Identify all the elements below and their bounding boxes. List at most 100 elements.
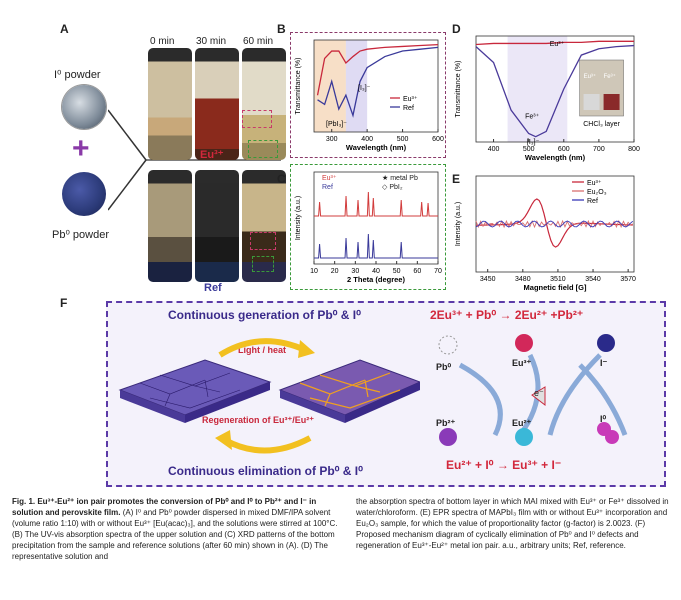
species-pb0: Pb⁰: [436, 362, 452, 372]
plot-frame: [475, 175, 635, 273]
x-axis-label: Wavelength (nm): [525, 153, 586, 162]
x-tick-label: 20: [331, 268, 339, 275]
ref-label: Ref: [204, 282, 222, 294]
i0-powder-image: [62, 85, 106, 129]
x-tick-label: 800: [628, 146, 640, 153]
panel-b-chart: 300 400 500 600 Wavelength (nm) Transmittance…: [295, 39, 444, 152]
legend-label: ★ metal Pb: [382, 174, 418, 182]
x-tick-label: 60: [413, 268, 421, 275]
time-30-label: 30 min: [196, 36, 227, 47]
pb0-powder-label: Pb⁰ powder: [52, 229, 109, 241]
highlight-band: [507, 36, 568, 142]
series-line-eu: [475, 198, 633, 248]
pb0-powder-image: [62, 172, 106, 216]
xrd-pattern-ref: [314, 233, 438, 259]
x-axis-label: 2 Theta (degree): [347, 275, 405, 284]
eq-bottom: Eu²⁺ + I⁰ → Eu³⁺ + I⁻: [446, 458, 562, 472]
light-heat-label: Light / heat: [238, 345, 286, 355]
panel-c-letter: C: [277, 172, 286, 186]
x-tick-label: 3450: [480, 276, 496, 283]
inset-vial-fe: [603, 94, 620, 110]
legend-label: Ref: [587, 198, 598, 205]
species-eu3: Eu³⁺: [512, 358, 532, 368]
legend-label: Eu³⁺: [403, 96, 418, 103]
inset-label-fe: Fe³⁺: [604, 73, 616, 80]
species-i-minus: I⁻: [600, 358, 608, 368]
series-line-eu2o3: [475, 219, 634, 229]
legend-label: Eu₂O₃: [587, 189, 607, 196]
panel-f-mechanism: [438, 334, 628, 446]
annotation-i3: [I₃]⁻: [527, 139, 540, 146]
x-tick-label: 70: [434, 268, 442, 275]
x-axis-label: Magnetic field [G]: [524, 283, 587, 292]
legend-label: Ref: [403, 105, 414, 112]
annotation-pbi3: [PbI₃]⁻: [326, 121, 347, 128]
x-tick-label: 3570: [620, 276, 636, 283]
y-axis-label: Transmittance (%): [295, 58, 302, 115]
x-tick-label: 700: [593, 146, 605, 153]
plus-sign: +: [72, 132, 90, 165]
inset-caption: CHCl₃ layer: [583, 121, 620, 128]
panel-d-chart: 400 500 600 700 800 Wavelength (nm) Transmitta…: [455, 35, 640, 162]
series-line-ref: [475, 220, 634, 228]
i0-powder-label: I⁰ powder: [54, 69, 101, 81]
vial-eu-60min: [242, 48, 286, 160]
y-axis-label: Transmittance (%): [455, 61, 462, 118]
panel-a-letter: A: [60, 22, 69, 36]
series-line-eu: [475, 40, 634, 46]
y-axis-label: Intensity (a.u.): [455, 202, 462, 246]
annotation-fe: Fe³⁺: [525, 114, 540, 121]
x-tick-label: 600: [558, 146, 570, 153]
species-i0: I⁰: [600, 414, 607, 424]
x-tick-label: 3480: [515, 276, 531, 283]
eu-label: Eu³⁺: [200, 149, 224, 161]
xrd-pattern-eu: [314, 191, 438, 217]
highlight-eu-60min-bottom: [248, 140, 278, 158]
x-tick-label: 3510: [550, 276, 566, 283]
panel-e-letter: E: [452, 172, 461, 186]
panel-b-frame: [290, 32, 446, 158]
panel-b-letter: B: [277, 22, 286, 36]
x-tick-label: 50: [393, 268, 401, 275]
legend-label: Ref: [322, 184, 333, 191]
highlight-eu-60min-mid: [242, 110, 272, 128]
y-axis-label: Intensity (a.u.): [295, 196, 302, 240]
time-60-label: 60 min: [243, 36, 274, 47]
caption-body-left: (A) I⁰ and Pb⁰ powder dispersed in mixed…: [12, 508, 338, 561]
vial-ref-0min: [148, 170, 192, 282]
regeneration-label: Regeneration of Eu³⁺/Eu²⁺: [202, 415, 315, 425]
series-line-eu: [316, 43, 439, 96]
annotation-eu: Eu³⁺: [550, 41, 565, 48]
figure-caption-left: Fig. 1. Eu³⁺-Eu²⁺ ion pair promotes the …: [12, 496, 342, 562]
panel-a-branch: [146, 159, 281, 161]
vial-ref-60min: [242, 170, 286, 282]
x-tick-label: 500: [397, 136, 409, 143]
x-axis-label: Wavelength (nm): [346, 143, 407, 152]
panel-f-film-graphic: [118, 338, 420, 454]
plot-frame: [313, 39, 439, 133]
panel-c-frame: [290, 164, 446, 290]
vial-eu-30min: [195, 48, 239, 160]
series-line-fe: [475, 44, 635, 138]
x-tick-label: 600: [432, 136, 444, 143]
vial-ref-30min: [195, 170, 239, 282]
x-tick-label: 30: [351, 268, 359, 275]
vial-eu-0min: [148, 48, 192, 160]
x-tick-label: 500: [523, 146, 535, 153]
panel-a-arrows: [108, 109, 147, 211]
x-tick-label: 3540: [585, 276, 601, 283]
inset-vial-eu: [583, 94, 600, 110]
panel-c-chart: 10 20 30 40 50 60 70 2 Theta (degree) Intensity …: [295, 171, 442, 284]
annotation-i3: [I₃]⁻: [358, 85, 371, 92]
panel-f-letter: F: [60, 296, 68, 310]
caption-title: Fig. 1. Eu³⁺-Eu²⁺ ion pair promotes the …: [12, 497, 317, 517]
x-tick-label: 300: [326, 136, 338, 143]
highlight-ref-60min-mid: [250, 232, 276, 250]
x-tick-label: 10: [310, 268, 318, 275]
species-eu2: Eu²⁺: [512, 418, 532, 428]
x-tick-label: 400: [488, 146, 500, 153]
legend-label: ◇ PbI₂: [382, 184, 403, 191]
species-pb2: Pb²⁺: [436, 418, 456, 428]
panel-f-bottom-title: Continuous elimination of Pb⁰ & I⁰: [168, 464, 363, 478]
inset-label-eu: Eu³⁺: [584, 73, 597, 80]
